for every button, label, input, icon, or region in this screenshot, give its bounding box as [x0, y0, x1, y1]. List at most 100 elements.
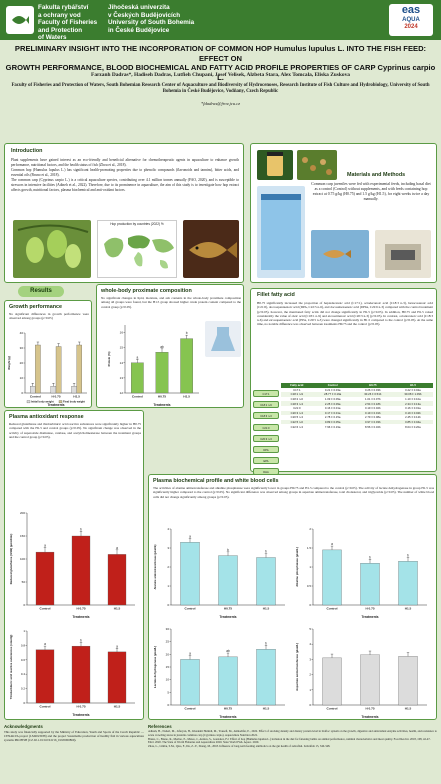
y-tick-label: 2: [167, 565, 169, 569]
carp-fish-icon: [189, 242, 237, 258]
y-tick-label: 0.8: [21, 643, 26, 647]
proximate-title: whole-body proximate composition: [101, 288, 192, 294]
y-tick-label: 20: [166, 652, 170, 656]
legend-label: Final body weight: [63, 400, 85, 404]
table-cell: 0.85 ± 0.04a: [392, 419, 433, 425]
y-tick-label: 0.4: [21, 672, 26, 676]
protein-chart: 12 13 14 15 16 Protein (%) Treatments a Control a…: [107, 325, 199, 407]
chart-bar: [322, 549, 342, 606]
x-tick-label: H 0.75: [51, 395, 60, 399]
conference-logo-top: eas: [401, 4, 421, 16]
chart-bar: [398, 561, 418, 606]
y-tick-label: 15: [166, 665, 170, 669]
title-line-2: GROWTH PERFORMANCE, BLOOD BIOCHEMICAL AN…: [5, 63, 436, 82]
x-tick-label: Control: [185, 707, 196, 711]
table-cell: 2.79 ± 0.08a: [365, 415, 381, 420]
table-row: C17:1 0.21 ± 0.03a 0.26 ± 0.03b 0.22 ± 0.02…: [281, 388, 433, 393]
chart-bar: [322, 657, 342, 706]
table-cell: 0.16 ± 0.01a: [324, 406, 341, 411]
table-row: C21:0 0.16 ± 0.01a 0.19 ± 0.02b 0.16 ± 0.01…: [281, 406, 433, 411]
references-title: References: [148, 724, 172, 729]
fatty-acid-label: C18:1 n-9: [253, 401, 279, 409]
references: References Adineh, H., Naderi, M., Jafar…: [148, 724, 437, 782]
x-axis-label: Treatments: [72, 713, 89, 717]
significance-letter: a: [116, 644, 118, 648]
y-tick-label: 0.5: [307, 584, 312, 588]
x-tick-label: H1.5: [263, 607, 270, 611]
alt-chart: 0 1 2 3 4 Alanine aminotransferase (µkat/L) Tr…: [153, 527, 285, 619]
y-tick-label: 13: [120, 376, 124, 380]
methods-text: Common carp juveniles were fed with expe…: [311, 182, 431, 201]
y-tick-label: 0: [167, 703, 169, 707]
table-cell: 0.19 ± 0.02b: [365, 406, 381, 411]
table-cell: C20:5 n-3: [290, 415, 303, 420]
table-cell: 0.26 ± 0.03b: [365, 387, 381, 392]
faculty-line-3: Faculty of Fisheries: [38, 19, 98, 26]
jar-icon: [267, 152, 283, 176]
table-row: C22:6 n-3 7.96 ± 0.19a 8.56 ± 0.32b 8.04 ± …: [281, 424, 433, 429]
y-tick-label: 30: [166, 627, 170, 631]
y-tick-label: 0.6: [21, 658, 26, 662]
chart-bar: [360, 654, 380, 706]
y-axis-label: Lactate dehydrogenase (µkat/L): [153, 646, 157, 688]
y-tick-label: 0: [21, 391, 23, 395]
chart-bar: [107, 651, 127, 704]
y-axis-label: Alkaline phosphatase (µkat/L): [295, 547, 299, 587]
table-cell: 1.01 ± 0.07b: [365, 397, 381, 402]
growth-panel: Growth performance No significant differ…: [4, 300, 92, 408]
contact-email[interactable]: *fdadras@frov.jcu.cz: [200, 101, 241, 106]
chart-bar: [398, 656, 418, 706]
map-caption: Hop production by countries (2022) %: [110, 222, 164, 226]
table-row: C18:2 n-6 1.09 ± 0.09a 1.01 ± 0.07b 1.10 ± …: [281, 397, 433, 402]
poster-header: [0, 0, 441, 40]
y-tick-label: 12: [120, 391, 124, 395]
table-cell: C18:2 n-6: [290, 397, 303, 402]
x-tick-label: Control: [185, 607, 196, 611]
y-axis-label: Weight (g): [7, 356, 11, 370]
x-axis-label: Treatments: [219, 615, 236, 619]
table-cell: C17:1: [293, 387, 301, 392]
chart-bar: [35, 649, 55, 704]
y-tick-label: 1: [309, 688, 311, 692]
antioxidant-text: Reduced glutathione and thiobarbituric a…: [9, 422, 141, 439]
y-axis-label: Protein (%): [107, 352, 111, 367]
chart-bar: [256, 649, 276, 706]
fatty-acid-label: C21:0: [253, 423, 279, 431]
table-cell: 7.96 ± 0.19a: [324, 424, 341, 429]
ack-text: This study was financially supported by …: [4, 730, 144, 742]
biochemical-panel: Plasma biochemical profile and white blo…: [148, 474, 437, 720]
reference-1: Adineh, H., Naderi, M., Jafaryan, H., Kh…: [148, 729, 437, 737]
table-cell: 0.89 ± 0.05a: [312, 419, 353, 425]
y-tick-label: 2: [309, 673, 311, 677]
significance-letter: b: [80, 527, 82, 531]
chart-bar: [131, 362, 144, 394]
fish-logo-icon: [12, 16, 29, 24]
hop-production-map: Hop production by countries (2022) %: [97, 220, 177, 278]
chart-bar: [71, 386, 77, 394]
chart-bar: [360, 563, 380, 606]
y-axis-label: Reduced glutathione (GSH) (µmol/mL): [9, 534, 13, 585]
significance-letter: b: [407, 554, 409, 558]
y-tick-label: 14: [120, 361, 124, 365]
table-cell: C20:3 n-3: [281, 410, 313, 416]
y-axis-label: Aspartate aminotransferase (µkat/L): [295, 643, 299, 691]
fatty-acid-header-0: Fatty acid: [281, 383, 313, 388]
chart-bar: [35, 551, 55, 606]
y-tick-label: 3: [167, 546, 169, 550]
fatty-acid-label: C17:1: [253, 390, 279, 397]
x-tick-label: H1.5: [405, 707, 412, 711]
university-line-2: v Českých Budějovicích: [108, 11, 181, 19]
table-cell: 0.21 ± 0.03a: [324, 387, 341, 392]
table-cell: 0.19 ± 0.01b: [352, 410, 393, 416]
fatty-acid-label: C18:3 n-3: [253, 412, 279, 420]
x-tick-label: H1.5: [114, 607, 121, 611]
table-cell: 0.17 ± 0.01a: [312, 410, 353, 416]
hop-photo: [13, 220, 91, 278]
table-cell: 0.19 ± 0.02b: [392, 410, 433, 416]
fatty-acid-header-1: Control: [312, 383, 353, 388]
significance-letter: a: [136, 355, 138, 359]
x-tick-label: H1.5: [183, 395, 190, 399]
significance-letter: b: [227, 548, 229, 552]
y-tick-label: 40: [20, 331, 24, 335]
aquarium-photo: [257, 186, 305, 278]
